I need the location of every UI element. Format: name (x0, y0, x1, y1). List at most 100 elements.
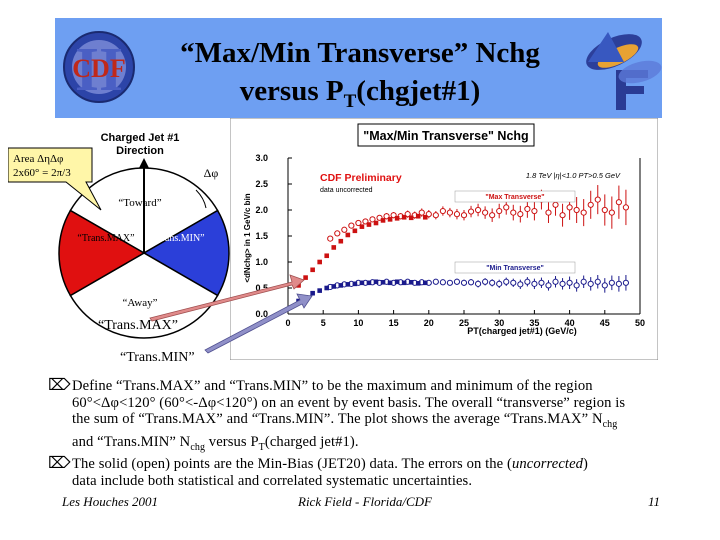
max-transverse-open-point (446, 209, 454, 216)
y-tick-label: 0.0 (255, 309, 268, 319)
bullet-1-line-4-sub: chg (190, 441, 206, 453)
max-transverse-open-point (453, 211, 461, 218)
max-transverse-solid-point (366, 222, 372, 227)
max-transverse-solid-point (359, 224, 365, 229)
min-transverse-solid-point (359, 280, 365, 286)
max-transverse-open-point (559, 212, 566, 219)
trans-min-callout: “Trans.MIN” (120, 350, 195, 365)
x-tick-label: 10 (353, 318, 363, 328)
max-transverse-open-point (503, 204, 510, 211)
plot-xlabel: PT(charged jet#1) (GeV/c) (467, 326, 577, 336)
max-transverse-solid-point (380, 218, 386, 223)
min-transverse-open-point (545, 282, 552, 289)
x-tick-label: 25 (459, 318, 469, 328)
max-transverse-open-point (439, 207, 446, 215)
title-line-2-sub: T (343, 90, 357, 112)
min-transverse-solid-point (331, 284, 337, 289)
min-transverse-open-point (608, 279, 615, 286)
min-transverse-solid-point (380, 279, 386, 285)
min-transverse-open-point (503, 278, 510, 285)
area-label-line-2: 2x60° = 2π/3 (13, 167, 71, 179)
max-transverse-solid-point (324, 253, 330, 259)
max-transverse-open-point (348, 222, 355, 229)
x-tick-label: 45 (600, 318, 610, 328)
max-transverse-legend-box (454, 190, 576, 203)
diagram-heading-line-2: Direction (116, 145, 164, 157)
bullet-1-line-4-c: (charged jet#1). (264, 433, 359, 450)
toward-label: “Toward” (118, 197, 161, 209)
min-transverse-open-point (446, 279, 454, 286)
max-transverse-open-point (580, 209, 587, 216)
trans-max-region (58, 209, 146, 297)
x-tick-label: 0 (285, 318, 290, 328)
y-tick-label: 1.5 (255, 231, 268, 241)
title-line-1: “Max/Min Transverse” Nchg (180, 37, 540, 69)
max-transverse-solid-point (338, 238, 344, 244)
min-transverse-solid-point (387, 280, 393, 286)
min-transverse-open-point (474, 280, 482, 287)
max-transverse-solid-point (415, 213, 421, 219)
min-transverse-open-point (594, 278, 601, 285)
max-transverse-open-point (601, 206, 608, 214)
min-transverse-open-point (496, 280, 503, 287)
max-transverse-open-point (622, 204, 630, 211)
min-transverse-open-point (489, 279, 496, 286)
bullet-2-line-1: The solid (open) points are the Min-Bias… (72, 456, 668, 473)
y-tick-label: 2.5 (255, 179, 268, 189)
max-transverse-open-point (418, 209, 425, 216)
bullet-1-line-4-b: versus P (205, 433, 259, 450)
min-transverse-open-point (566, 279, 573, 286)
jet-arrow-head-icon (139, 158, 149, 168)
max-transverse-legend-label: "Max Transverse" (485, 194, 544, 201)
min-transverse-open-point (552, 278, 559, 285)
max-transverse-open-point (489, 212, 496, 219)
min-transverse-solid-point (296, 298, 301, 304)
max-transverse-open-point (566, 204, 573, 211)
y-tick-label: 0.5 (255, 283, 268, 293)
max-transverse-solid-point (296, 283, 301, 288)
max-transverse-solid-point (373, 220, 379, 226)
x-tick-label: 30 (494, 318, 504, 328)
max-transverse-open-point (369, 216, 376, 223)
max-transverse-open-point (460, 212, 468, 219)
min-transverse-solid-point (408, 279, 414, 285)
max-transverse-open-point (531, 207, 538, 215)
max-transverse-open-point (467, 208, 475, 215)
min-transverse-solid-point (366, 280, 372, 286)
max-transverse-open-point (545, 209, 552, 216)
max-transverse-solid-point (303, 275, 308, 280)
min-transverse-solid-point (415, 281, 421, 286)
max-transverse-open-point (517, 211, 524, 218)
min-transverse-solid-point (310, 290, 315, 296)
plot-frame (230, 118, 658, 360)
nchg-plot: "Max/Min Transverse" Nchg CDF Preliminar… (230, 118, 658, 360)
max-transverse-open-point (573, 206, 580, 214)
max-transverse-solid-point (331, 245, 337, 250)
min-transverse-open-point (587, 280, 594, 287)
min-transverse-solid-point (373, 279, 379, 285)
max-transverse-open-point (615, 199, 622, 206)
footer-author: Rick Field - Florida/CDF (298, 494, 432, 509)
cdf-logo-numeral: II (75, 36, 123, 104)
max-transverse-solid-point (352, 228, 358, 234)
min-transverse-open-point (517, 281, 524, 288)
max-transverse-open-point (482, 209, 489, 216)
bullet-2-line-1-italic: uncorrected (511, 456, 584, 473)
bullet-1-line-4: and “Trans.MIN” Nchg versus PT(charged j… (72, 434, 668, 457)
cdf-logo-text: CDF (72, 54, 125, 83)
page-number: 11 (648, 494, 661, 509)
bullet-2-line-1-a: The solid (open) points are the Min-Bias… (72, 456, 512, 473)
bullet-item: ⌦ The solid (open) points are the Min-Bi… (48, 456, 668, 489)
area-callout-box (8, 147, 102, 211)
y-tick-label: 1.0 (255, 257, 268, 267)
plot-title-box (357, 123, 535, 147)
plot-subtitle: CDF Preliminary (320, 172, 402, 184)
title-banner (55, 18, 662, 118)
max-transverse-open-point (608, 209, 615, 216)
min-transverse-open-point (482, 278, 489, 285)
delta-phi-label: Δφ (204, 166, 219, 180)
diagram-heading-line-1: Charged Jet #1 (101, 132, 180, 144)
plot-condition: 1.8 TeV |η|<1.0 PT>0.5 GeV (526, 171, 621, 180)
min-transverse-solid-point (345, 282, 351, 287)
min-transverse-open-point (467, 279, 475, 286)
